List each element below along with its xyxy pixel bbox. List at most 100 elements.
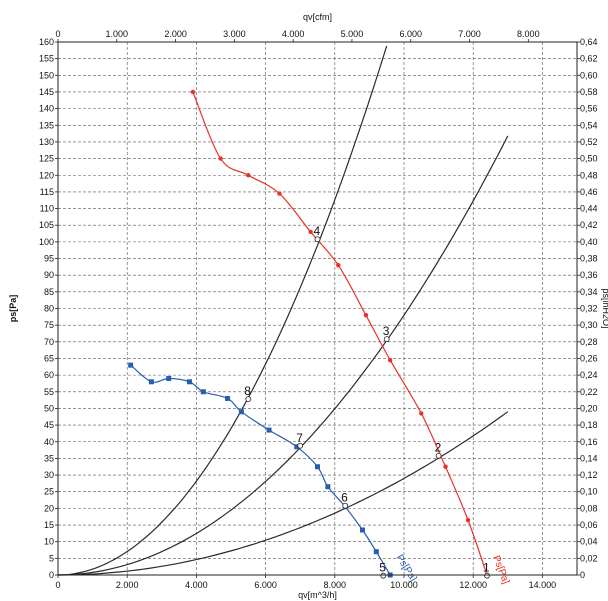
y-left-tick-label: 30: [44, 470, 54, 480]
y-left-tick-label: 75: [44, 320, 54, 330]
y-right-tick-label: 0,64: [580, 37, 598, 47]
operating-point-label: 5: [379, 561, 386, 575]
y-right-tick-label: 0,54: [580, 120, 598, 130]
y-left-tick-label: 15: [44, 520, 54, 530]
data-point: [359, 527, 365, 533]
y-right-tick-label: 0,18: [580, 420, 598, 430]
y-right-tick-label: 0,32: [580, 304, 598, 314]
data-point: [308, 229, 313, 235]
y-right-tick-label: 0,14: [580, 453, 598, 463]
series-label: Ps[Pa]: [490, 554, 511, 586]
operating-point-marker: [342, 502, 349, 509]
y-left-tick-label: 145: [39, 87, 54, 97]
data-point: [387, 357, 393, 363]
y-right-tick-label: 0,44: [580, 204, 598, 214]
y-left-tick-label: 55: [44, 387, 54, 397]
system-curve-3: [58, 411, 509, 576]
x-bottom-tick-label: 2.000: [116, 580, 139, 590]
y-left-tick-label: 65: [44, 353, 54, 363]
operating-point-label: 3: [383, 324, 390, 338]
x-bottom-tick-label: 4.000: [185, 580, 208, 590]
operating-point-label: 7: [296, 431, 303, 445]
y-right-tick-label: 0,58: [580, 87, 598, 97]
y-right-tick-label: 0,02: [580, 553, 598, 563]
y-left-tick-label: 90: [44, 270, 54, 280]
operating-point-marker: [380, 572, 387, 579]
operating-point-marker: [484, 572, 490, 579]
system-curves: [57, 45, 509, 576]
operating-point-label: 8: [244, 384, 251, 398]
y-left-tick-label: 5: [49, 553, 54, 563]
x-bottom-tick-label: 10.000: [390, 580, 418, 590]
y-right-tick-label: 0,22: [580, 387, 598, 397]
data-point: [190, 89, 196, 95]
y-left-tick-label: 40: [44, 437, 54, 447]
y-left-tick-label: 120: [39, 170, 54, 180]
y-right-tick-label: 0: [580, 570, 585, 580]
y-left-tick-label: 130: [39, 137, 54, 147]
y-right-tick-label: 0,06: [580, 520, 598, 530]
data-point: [218, 156, 223, 161]
y-left-tick-label: 85: [44, 287, 54, 297]
y-left-tick-label: 70: [44, 337, 54, 347]
y-right-tick-label: 0,50: [580, 154, 598, 164]
x-top-tick-label: 0: [55, 29, 60, 39]
x-bottom-tick-label: 8.000: [324, 580, 347, 590]
y-left-tick-label: 115: [40, 187, 54, 197]
operating-point-label: 4: [314, 224, 321, 238]
y-right-tick-label: 0,48: [580, 170, 598, 180]
data-point: [186, 379, 192, 385]
y-right-tick-label: 0,52: [580, 137, 598, 147]
y-right-tick-label: 0,30: [580, 320, 598, 330]
data-point: [336, 262, 341, 268]
operating-point-label: 2: [435, 441, 442, 455]
x-top-tick-label: 3.000: [223, 29, 246, 39]
operating-point-marker: [383, 336, 390, 343]
x-top-tick-label: 4.000: [282, 29, 305, 39]
y-left-tick-label: 25: [44, 487, 54, 497]
y-left-tick-label: 20: [44, 503, 54, 513]
y-left-tick-label: 110: [40, 204, 54, 214]
y-left-tick-label: 80: [44, 304, 54, 314]
y-left-tick-label: 105: [39, 220, 54, 230]
y-left-tick-label: 150: [39, 70, 54, 80]
y-left-tick-label: 50: [44, 403, 54, 413]
data-point: [373, 549, 379, 555]
y-left-tick-label: 155: [39, 54, 54, 64]
data-point: [200, 389, 206, 395]
y-right-tick-label: 0,60: [580, 70, 598, 80]
system-curve-1: [57, 45, 388, 576]
operating-point-label: 6: [341, 491, 348, 505]
x-bottom-tick-label: 0: [55, 580, 60, 590]
y-right-tick-label: 0,36: [580, 270, 598, 280]
data-point: [238, 409, 244, 415]
x-axis-bottom-label: qv[m^3/h]: [298, 590, 337, 600]
data-point: [363, 312, 369, 318]
x-bottom-tick-label: 14.000: [529, 580, 557, 590]
data-point: [294, 444, 300, 450]
y-left-tick-label: 0: [49, 570, 54, 580]
y-left-tick-label: 100: [39, 237, 54, 247]
y-right-tick-label: 0,38: [580, 254, 598, 264]
y-left-tick-label: 125: [39, 154, 54, 164]
x-top-tick-label: 5.000: [341, 29, 364, 39]
y-right-tick-label: 0,20: [580, 403, 598, 413]
data-point: [266, 427, 272, 433]
operating-point-marker: [314, 236, 321, 243]
data-point: [419, 411, 424, 416]
x-top-tick-label: 6.000: [399, 29, 422, 39]
y-right-tick-label: 0,56: [580, 104, 598, 114]
y-left-tick-label: 140: [39, 104, 54, 114]
operating-point-marker: [245, 396, 252, 403]
data-point: [148, 379, 154, 385]
y-right-tick-label: 0,34: [580, 287, 598, 297]
data-point: [277, 191, 282, 196]
y-axis-right-label: ps[inH2O]: [601, 288, 608, 328]
y-right-tick-label: 0,46: [580, 187, 598, 197]
operating-point-label: 1: [483, 561, 490, 575]
y-left-tick-label: 35: [44, 453, 54, 463]
series-blue: Ps[Pa]: [128, 362, 419, 584]
